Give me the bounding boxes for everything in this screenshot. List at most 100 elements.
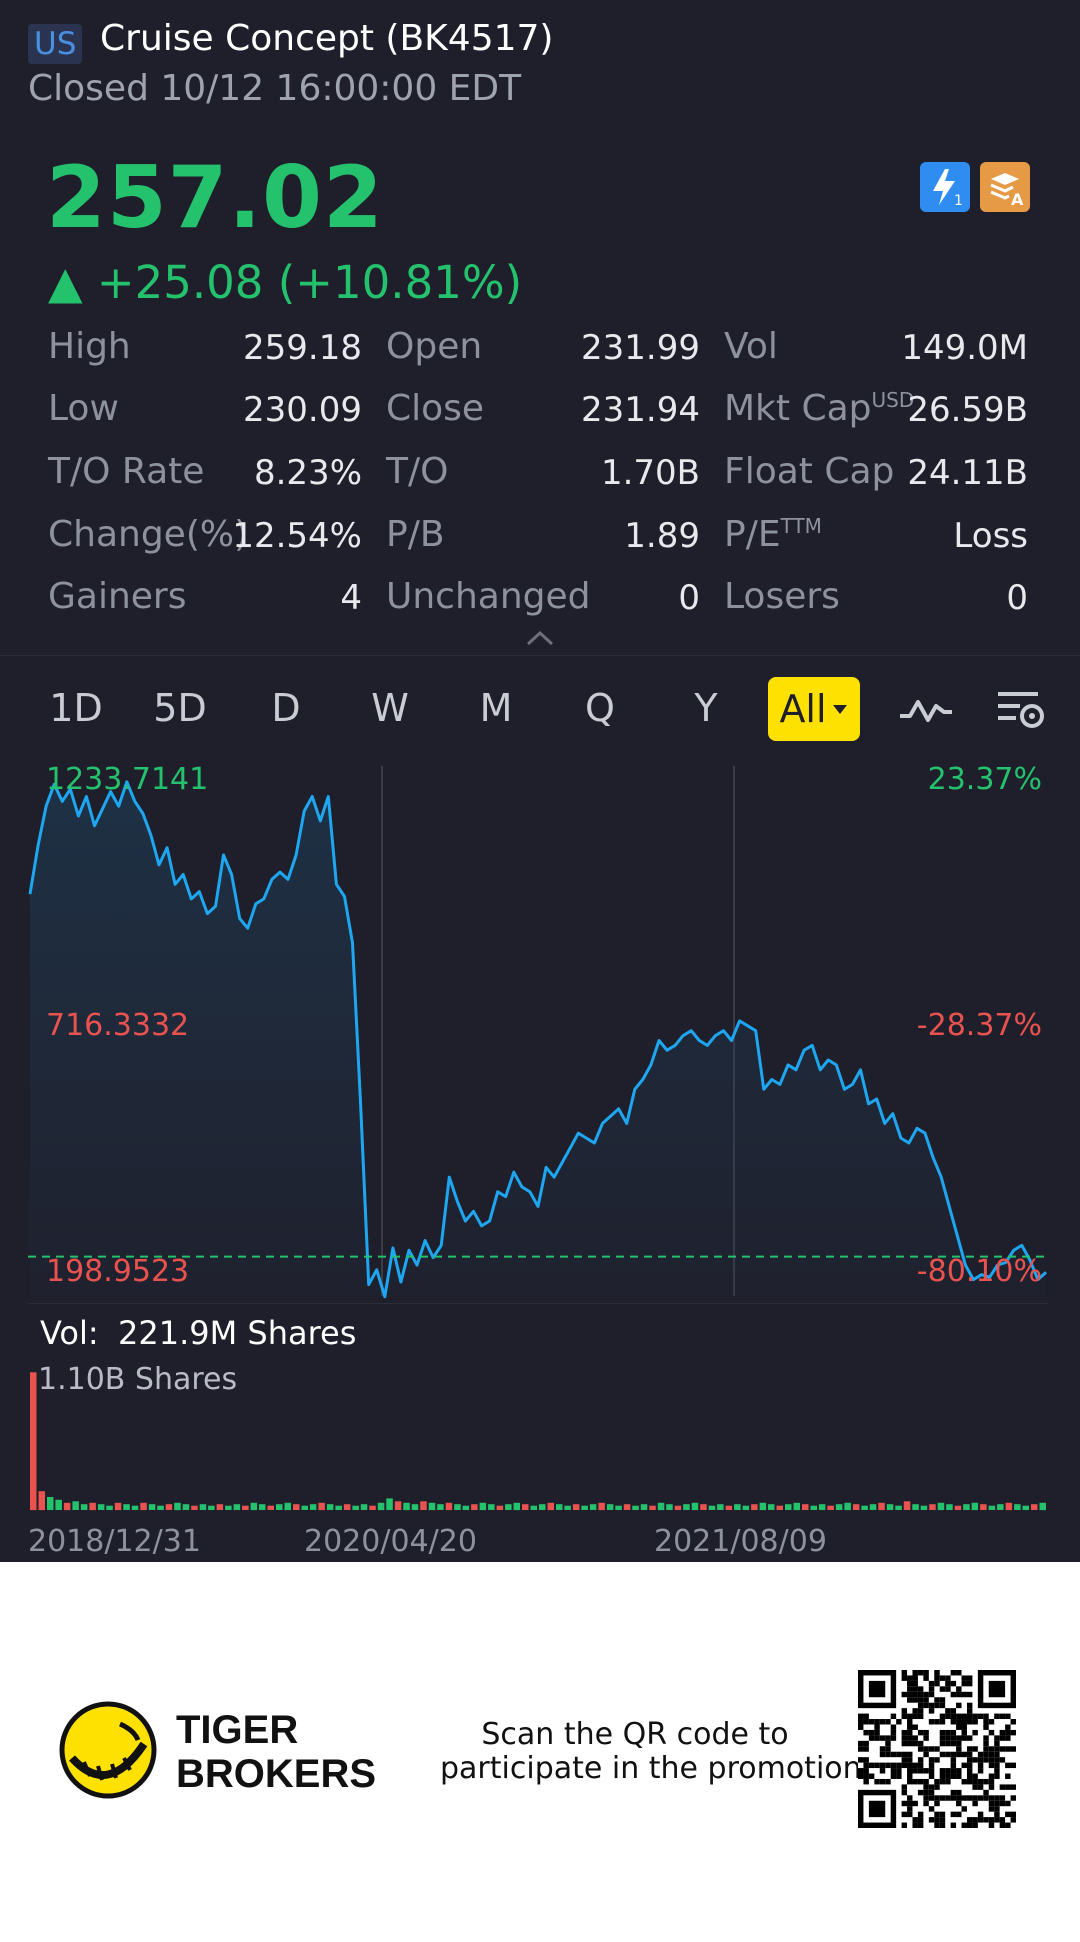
qr-module — [999, 1822, 1006, 1828]
qr-module — [912, 1822, 918, 1828]
volume-chart[interactable] — [0, 1360, 1080, 1512]
volume-bar — [233, 1504, 241, 1510]
volume-bar — [403, 1502, 410, 1511]
qr-module — [934, 1822, 940, 1828]
qr-module — [901, 1757, 908, 1763]
qr-module — [956, 1811, 962, 1818]
chart-settings-icon[interactable] — [996, 686, 1048, 734]
volume-bar — [140, 1502, 147, 1511]
qr-module — [934, 1757, 940, 1763]
qr-module — [912, 1735, 918, 1741]
qr-module — [868, 1719, 875, 1725]
qr-module — [885, 1735, 891, 1741]
qr-module — [999, 1729, 1006, 1736]
qr-module — [961, 1691, 967, 1698]
stat-value: 8.23% — [253, 453, 362, 493]
qr-module — [1010, 1795, 1016, 1801]
qr-module — [956, 1795, 962, 1801]
volume-bar — [861, 1505, 868, 1510]
tab-all[interactable]: All — [768, 677, 860, 741]
tab-period[interactable]: D — [271, 686, 301, 730]
qr-module — [928, 1806, 935, 1812]
qr-module — [939, 1713, 946, 1720]
indicator-icon[interactable] — [898, 690, 954, 730]
qr-module — [907, 1735, 913, 1741]
qr-module — [912, 1686, 918, 1692]
volume-bar — [920, 1505, 928, 1510]
volume-bar — [352, 1505, 359, 1510]
volume-bar — [963, 1504, 970, 1510]
qr-module — [983, 1789, 989, 1796]
price-chart[interactable] — [0, 760, 1080, 1300]
qr-module — [945, 1751, 951, 1758]
last-price: 257.02 — [46, 148, 384, 248]
axis-left-mid: 716.3332 — [46, 1008, 190, 1043]
qr-module — [928, 1680, 935, 1687]
qr-module — [961, 1822, 967, 1828]
qr-module — [901, 1735, 908, 1741]
qr-code[interactable] — [858, 1670, 1016, 1828]
tab-period[interactable]: W — [371, 686, 409, 730]
volume-bar — [708, 1505, 716, 1510]
volume-bar — [242, 1505, 249, 1510]
tab-period[interactable]: Q — [585, 686, 615, 730]
tab-period[interactable]: M — [479, 686, 513, 730]
qr-module — [923, 1800, 929, 1807]
coins-badge-button[interactable]: A — [980, 162, 1030, 212]
qr-module — [966, 1735, 973, 1741]
qr-module — [923, 1768, 929, 1774]
qr-module — [901, 1800, 908, 1807]
volume-bar — [148, 1504, 156, 1510]
tab-period[interactable]: Y — [694, 686, 718, 730]
volume-bar — [97, 1504, 105, 1510]
qr-module — [901, 1729, 908, 1736]
qr-module — [966, 1746, 973, 1752]
qr-module — [901, 1789, 908, 1796]
qr-module — [917, 1740, 924, 1747]
qr-module — [966, 1762, 973, 1769]
volume-bar — [191, 1505, 198, 1510]
stat-value: 24.11B — [907, 453, 1028, 493]
volume-bar — [454, 1504, 461, 1510]
qr-module — [983, 1724, 989, 1730]
stat-label: P/ETTM — [724, 514, 822, 555]
qr-module — [972, 1729, 978, 1736]
qr-module — [988, 1795, 995, 1801]
tiger-logo — [59, 1701, 157, 1799]
qr-module — [988, 1757, 995, 1763]
qr-module — [966, 1817, 973, 1823]
qr-module — [972, 1822, 978, 1828]
chevron-up-icon[interactable] — [524, 628, 556, 648]
qr-module — [928, 1795, 935, 1801]
volume-bar — [1014, 1504, 1021, 1510]
qr-module — [983, 1735, 989, 1741]
qr-module — [868, 1773, 875, 1779]
qr-module — [994, 1811, 1000, 1818]
qr-module — [907, 1729, 913, 1736]
volume-bar — [997, 1504, 1004, 1510]
qr-module — [868, 1800, 886, 1818]
qr-module — [907, 1719, 913, 1725]
tab-period[interactable]: 5D — [153, 686, 207, 730]
qr-module — [917, 1746, 924, 1752]
qr-module — [912, 1778, 918, 1785]
level-badge-button[interactable]: 1 — [920, 162, 970, 212]
qr-module — [890, 1762, 897, 1769]
qr-module — [1010, 1762, 1016, 1769]
volume-bar — [80, 1504, 88, 1510]
volume-bar — [55, 1499, 62, 1510]
qr-module — [977, 1784, 984, 1790]
qr-module — [907, 1806, 913, 1812]
qr-module — [923, 1691, 929, 1698]
volume-bar — [683, 1504, 690, 1510]
qr-module — [945, 1768, 951, 1774]
tab-period[interactable]: 1D — [49, 686, 103, 730]
qr-module — [885, 1751, 891, 1758]
volume-bar — [793, 1502, 800, 1511]
qr-module — [917, 1697, 924, 1703]
qr-module — [907, 1768, 913, 1774]
qr-module — [956, 1768, 962, 1774]
volume-bar — [1022, 1505, 1029, 1510]
qr-module — [868, 1762, 875, 1769]
qr-module — [988, 1773, 995, 1779]
